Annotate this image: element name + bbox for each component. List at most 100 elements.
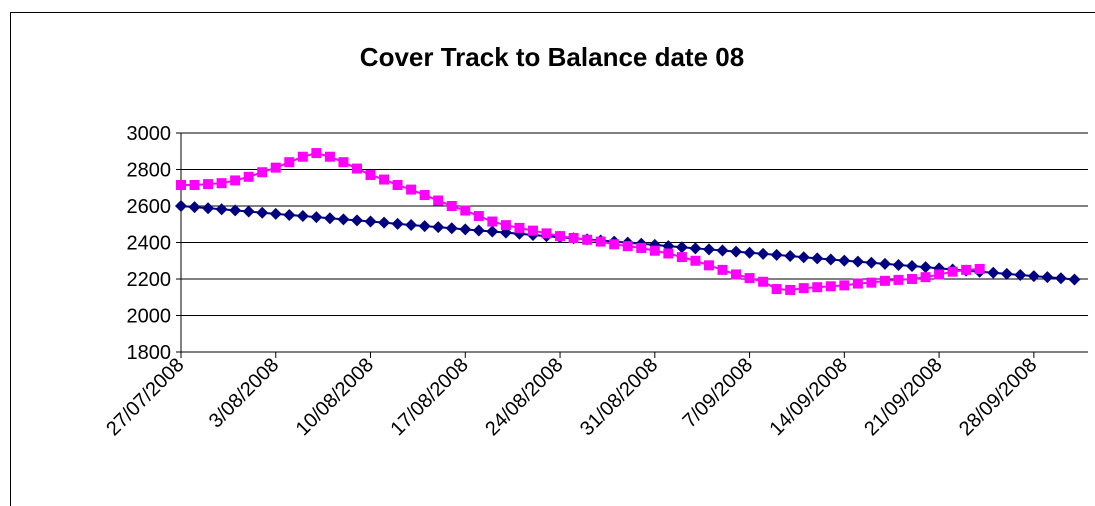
point <box>310 211 323 224</box>
point <box>188 201 201 214</box>
point <box>987 266 1000 279</box>
point <box>934 269 945 280</box>
point <box>878 257 891 270</box>
point <box>690 255 701 266</box>
point <box>866 277 877 288</box>
x-tick-label: 24/08/2008 <box>481 354 567 440</box>
point <box>892 258 905 271</box>
y-tick-label: 1800 <box>127 342 172 364</box>
y-tick-label: 2200 <box>127 269 172 291</box>
point <box>418 220 431 233</box>
point <box>797 251 810 264</box>
x-tick-label: 28/09/2008 <box>955 354 1041 440</box>
point <box>365 169 376 180</box>
y-tick-label: 3000 <box>127 123 172 145</box>
point <box>500 220 511 231</box>
point <box>460 205 471 216</box>
point <box>784 250 797 263</box>
point <box>568 232 579 243</box>
point <box>323 212 336 225</box>
point <box>770 248 783 261</box>
point <box>445 222 458 235</box>
point <box>812 282 823 293</box>
y-tick-label: 2800 <box>127 160 172 182</box>
point <box>744 273 755 284</box>
point <box>459 223 472 236</box>
point <box>851 255 864 268</box>
point <box>824 253 837 266</box>
point <box>919 261 932 274</box>
point <box>920 272 931 283</box>
point <box>555 231 566 242</box>
point <box>702 243 715 256</box>
point <box>758 276 769 287</box>
point <box>230 175 241 186</box>
point <box>514 222 525 233</box>
point <box>703 260 714 271</box>
point <box>730 245 743 258</box>
point <box>798 283 809 294</box>
point <box>947 266 958 277</box>
point <box>879 275 890 286</box>
point <box>351 163 362 174</box>
point <box>364 215 377 228</box>
point <box>731 269 742 280</box>
point <box>324 151 335 162</box>
point <box>392 180 403 191</box>
point <box>865 256 878 269</box>
point <box>296 210 309 223</box>
point <box>446 201 457 211</box>
point <box>852 278 863 289</box>
point <box>242 205 255 218</box>
point <box>203 179 214 190</box>
x-tick-label: 10/08/2008 <box>292 354 378 440</box>
x-tick-label: 21/09/2008 <box>860 354 946 440</box>
point <box>716 244 729 257</box>
point <box>270 162 281 173</box>
series-line <box>181 152 980 291</box>
point <box>176 180 186 191</box>
point <box>283 208 296 221</box>
point <box>1027 270 1040 283</box>
point <box>311 148 322 159</box>
point <box>297 151 308 162</box>
x-tick-label: 31/08/2008 <box>576 354 662 440</box>
point <box>229 204 242 217</box>
point <box>1054 272 1067 285</box>
point <box>1068 273 1081 286</box>
point <box>378 216 391 229</box>
point <box>269 207 282 220</box>
point <box>472 224 485 237</box>
point <box>486 225 499 238</box>
point <box>622 241 633 252</box>
point <box>419 190 430 201</box>
point <box>811 252 824 265</box>
point <box>256 206 269 219</box>
point <box>771 284 782 295</box>
point <box>215 203 228 216</box>
point <box>189 180 200 191</box>
point <box>337 213 350 226</box>
point <box>582 234 593 245</box>
point <box>473 211 484 222</box>
x-tick-label: 3/08/2008 <box>205 354 283 432</box>
point <box>649 245 660 256</box>
chart-title: Cover Track to Balance date 08 <box>360 42 744 72</box>
point <box>636 242 647 253</box>
y-tick-label: 2400 <box>127 233 172 255</box>
point <box>757 247 770 260</box>
x-tick-label: 14/09/2008 <box>766 354 852 440</box>
x-tick-label: 17/08/2008 <box>386 354 472 440</box>
point <box>825 281 836 292</box>
point <box>487 216 498 227</box>
point <box>257 167 268 178</box>
point <box>433 195 444 206</box>
point <box>1014 268 1027 281</box>
x-tick-label: 7/09/2008 <box>679 354 757 432</box>
point <box>961 264 972 275</box>
point <box>379 174 390 185</box>
point <box>432 221 445 234</box>
point <box>893 274 904 285</box>
point <box>243 171 254 182</box>
